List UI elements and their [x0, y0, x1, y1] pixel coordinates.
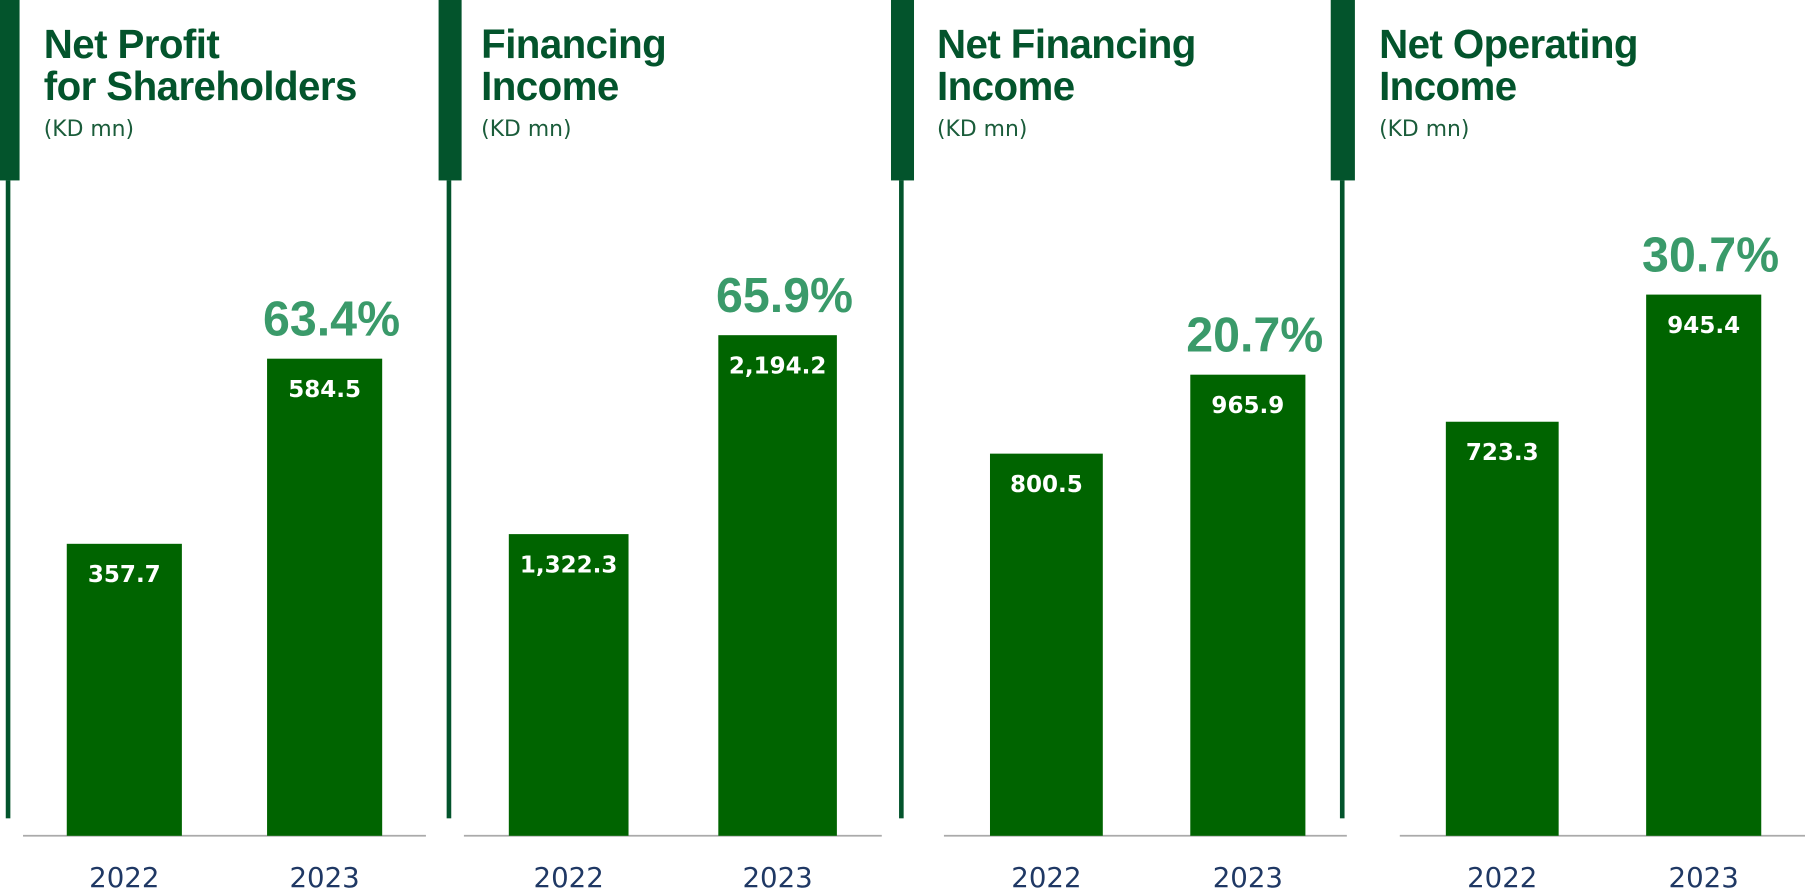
- accent-line: [5, 180, 11, 819]
- accent-line: [446, 180, 452, 819]
- chart-subtitle: (KD mn): [1379, 117, 1469, 142]
- value-label: 945.4: [1667, 313, 1740, 339]
- bar: [66, 543, 182, 836]
- bar: [1190, 374, 1306, 836]
- chart-subtitle: (KD mn): [937, 117, 1027, 142]
- value-label: 357.7: [88, 562, 161, 588]
- chart-subtitle: (KD mn): [44, 117, 134, 142]
- change-annotation: 20.7%: [1186, 308, 1323, 362]
- value-label: 584.5: [288, 377, 361, 403]
- x-tick-label: 2023: [1669, 861, 1739, 894]
- value-label: 723.3: [1466, 440, 1539, 466]
- chart-title: Income: [1379, 63, 1517, 109]
- accent-block: [1330, 0, 1355, 181]
- chart-title: for Shareholders: [44, 63, 357, 109]
- x-tick-label: 2022: [534, 861, 604, 894]
- accent-line: [899, 180, 904, 819]
- chart-title: Financing: [481, 21, 666, 67]
- x-tick-label: 2022: [1467, 861, 1537, 894]
- bar: [508, 534, 629, 836]
- accent-line: [1339, 180, 1345, 819]
- chart-title: Net Profit: [44, 21, 220, 67]
- x-tick-label: 2022: [1011, 861, 1081, 894]
- x-tick-label: 2022: [89, 861, 159, 894]
- chart-title: Income: [481, 63, 619, 109]
- accent-block: [438, 0, 462, 181]
- x-tick-label: 2023: [289, 861, 359, 894]
- bar: [718, 335, 837, 836]
- x-tick-label: 2023: [742, 861, 812, 894]
- accent-block: [0, 0, 20, 181]
- bar: [1646, 294, 1762, 836]
- change-annotation: 30.7%: [1642, 228, 1779, 282]
- change-annotation: 65.9%: [716, 269, 853, 323]
- chart-subtitle: (KD mn): [481, 117, 571, 142]
- accent-block: [890, 0, 915, 181]
- value-label: 2,194.2: [729, 353, 827, 379]
- bar: [267, 358, 383, 836]
- chart-title: Net Operating: [1379, 21, 1638, 67]
- change-annotation: 63.4%: [263, 292, 400, 346]
- value-label: 1,322.3: [520, 552, 618, 578]
- bar: [989, 453, 1103, 836]
- chart-title: Net Financing: [937, 21, 1196, 67]
- x-tick-label: 2023: [1213, 861, 1283, 894]
- value-label: 800.5: [1010, 472, 1083, 498]
- value-label: 965.9: [1211, 393, 1284, 419]
- chart-title: Income: [937, 63, 1075, 109]
- bar: [1445, 421, 1559, 836]
